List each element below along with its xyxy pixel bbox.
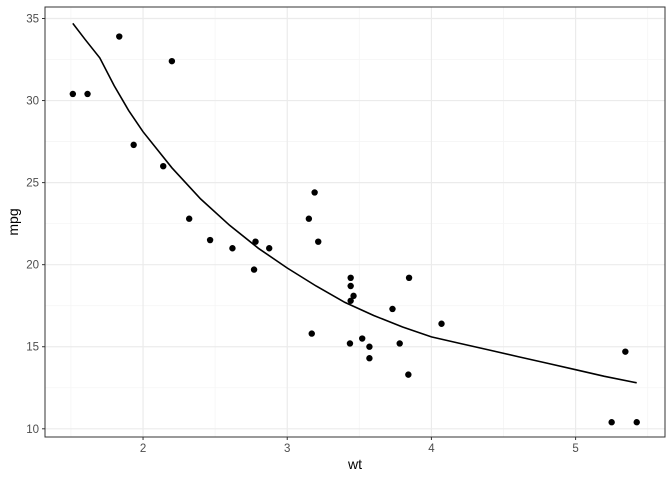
data-point [185, 215, 193, 222]
y-axis-title: mpg [5, 208, 21, 235]
data-point [250, 266, 258, 273]
data-point [366, 355, 373, 362]
major-gridlines [45, 7, 665, 437]
data-point [405, 274, 413, 282]
data-point [359, 335, 366, 342]
data-point [266, 245, 273, 252]
data-point [346, 340, 354, 347]
data-point [252, 238, 259, 245]
y-tick-label: 25 [26, 178, 39, 190]
fit-line [72, 22, 637, 384]
y-tick-label: 35 [26, 13, 39, 25]
data-point [366, 343, 373, 350]
x-tick-label: 2 [140, 443, 146, 455]
data-point [206, 236, 214, 244]
data-point [168, 57, 176, 65]
x-axis-title: wt [347, 456, 362, 472]
data-point [116, 33, 123, 40]
data-point [389, 305, 396, 313]
minor-gridlines [45, 7, 665, 437]
points-layer [69, 33, 640, 426]
data-point [438, 320, 445, 327]
data-point [347, 297, 354, 304]
y-tick-label: 30 [26, 96, 39, 108]
panel-border [44, 6, 666, 438]
data-point [305, 215, 313, 222]
axis-ticks [42, 17, 577, 440]
data-point [347, 274, 354, 282]
data-point [622, 348, 629, 355]
data-point [130, 141, 137, 149]
data-point [308, 330, 315, 337]
x-tick-label: 4 [428, 443, 435, 455]
data-point [84, 90, 91, 98]
data-point [160, 162, 167, 170]
data-point [608, 419, 615, 426]
data-point [347, 282, 354, 290]
data-point [350, 292, 357, 300]
data-point [396, 340, 403, 347]
x-tick-label: 5 [572, 443, 578, 455]
x-tick-label: 3 [284, 443, 290, 455]
y-tick-label: 20 [26, 260, 39, 272]
data-point [633, 419, 640, 426]
data-point [229, 245, 236, 252]
data-point [405, 371, 412, 378]
data-point [311, 189, 318, 196]
y-tick-label: 10 [26, 424, 39, 436]
fit-line-layer [72, 22, 637, 384]
data-point [315, 238, 322, 245]
tick-labels: 2 3 4 5 10 15 20 25 30 35 [26, 13, 579, 455]
y-tick-label: 15 [26, 342, 39, 354]
data-point [69, 90, 77, 98]
